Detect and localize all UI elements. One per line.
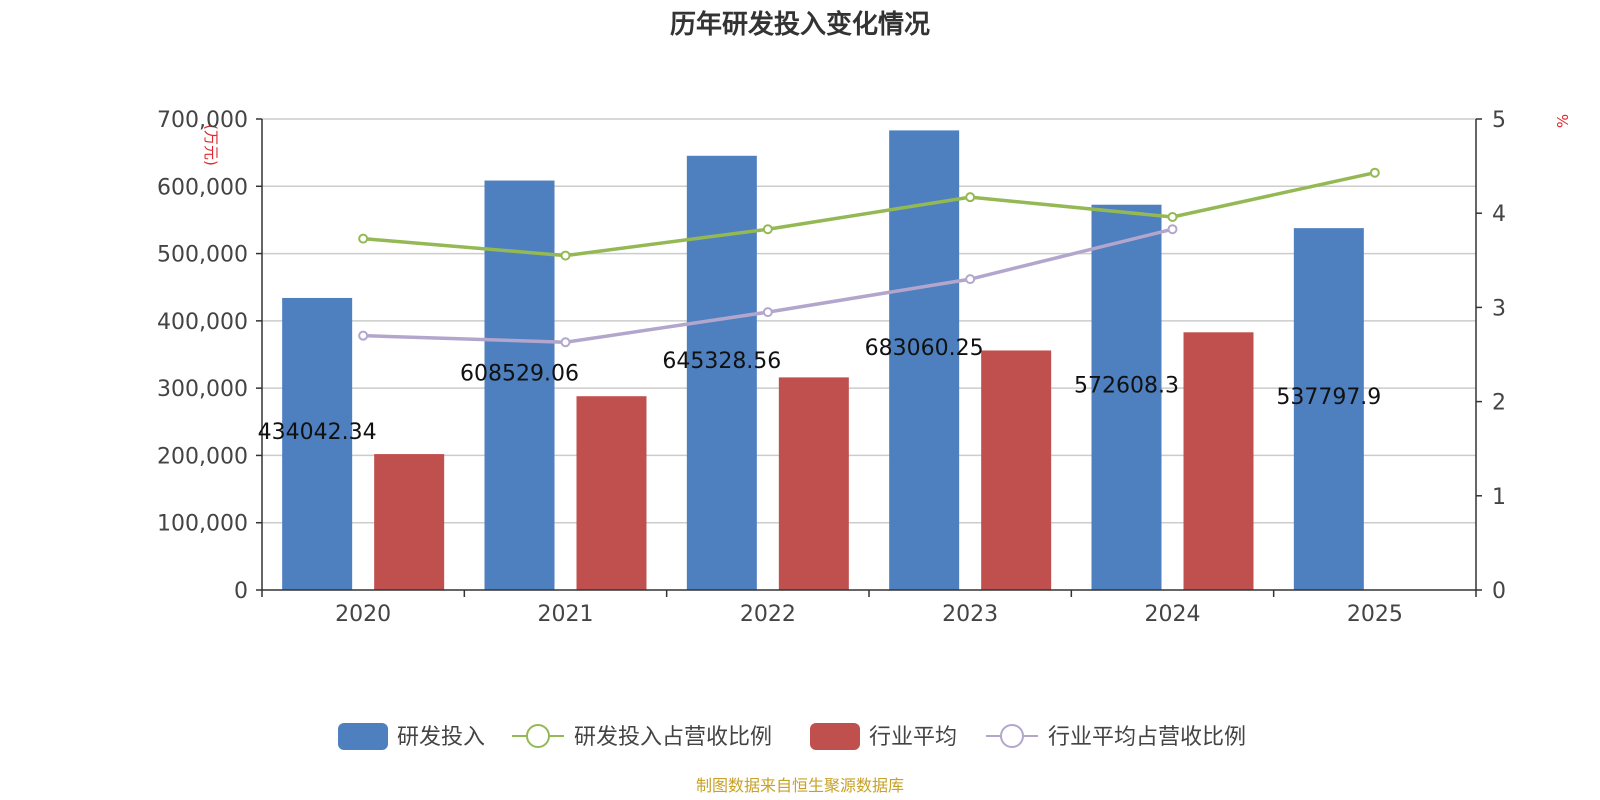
right-axis-tick-label: 4 <box>1492 202 1506 227</box>
line-point <box>762 307 773 318</box>
legend-label: 研发投入占营收比例 <box>574 725 772 750</box>
bar-rd-investment <box>282 297 353 590</box>
bar-rd-investment <box>1091 204 1162 590</box>
gridlines <box>262 118 1476 524</box>
line-point <box>1167 211 1178 222</box>
data-labels: 434042.34 608529.06 645328.56 683060.25 5726… <box>258 336 1382 445</box>
line-point <box>1369 167 1380 178</box>
bar-industry-average <box>981 350 1052 590</box>
left-axis-tick-label: 0 <box>234 579 248 604</box>
x-axis-tick-label: 2025 <box>1347 602 1403 627</box>
legend-swatch-marker <box>526 724 550 748</box>
legend-swatch-marker <box>1000 724 1024 748</box>
legend-label: 行业平均 <box>869 725 957 750</box>
left-axis-tick-label: 700,000 <box>157 108 248 133</box>
bar-industry-average <box>576 396 647 590</box>
x-axis-tick-label: 2021 <box>538 602 594 627</box>
legend[interactable]: 研发投入 研发投入占营收比例 行业平均 行业平均占营收比例 <box>338 723 1246 750</box>
line-point <box>560 250 571 261</box>
left-axis-tick-label: 400,000 <box>157 310 248 335</box>
line-point <box>358 233 369 244</box>
right-axis-tick-label: 5 <box>1492 108 1506 133</box>
bar-value-label: 645328.56 <box>662 349 781 374</box>
line-point <box>965 274 976 285</box>
bar-rd-investment <box>686 155 757 590</box>
left-axis-tick-label: 500,000 <box>157 243 248 268</box>
legend-label: 行业平均占营收比例 <box>1048 725 1246 750</box>
line-point <box>762 224 773 235</box>
bar-value-label: 683060.25 <box>865 336 984 361</box>
bar-industry-average <box>778 377 849 590</box>
bar-value-label: 608529.06 <box>460 361 579 386</box>
line-point <box>1167 224 1178 235</box>
bar-rd-investment <box>1293 228 1364 590</box>
right-axis-tick-label: 1 <box>1492 485 1506 510</box>
left-axis-unit: (万元) <box>202 124 220 166</box>
x-axis-tick-label: 2023 <box>942 602 998 627</box>
line-series <box>358 167 1380 348</box>
line-point <box>965 192 976 203</box>
right-axis-tick-label: 3 <box>1492 296 1506 321</box>
left-axis-tick-label: 300,000 <box>157 377 248 402</box>
bar-series <box>282 130 1364 591</box>
bar-industry-average <box>374 454 445 590</box>
bar-value-label: 572608.3 <box>1074 373 1179 398</box>
bar-value-label: 434042.34 <box>258 420 377 445</box>
axes: 0 100,000 200,000 300,000 400,000 500,000 600,… <box>157 108 1506 627</box>
right-axis-unit: % <box>1554 114 1572 128</box>
legend-label: 研发投入 <box>397 725 485 750</box>
bar-value-label: 537797.9 <box>1276 385 1381 410</box>
line-rd-ratio <box>363 170 1376 258</box>
source-note: 制图数据来自恒生聚源数据库 <box>696 776 904 795</box>
x-axis-tick-label: 2022 <box>740 602 796 627</box>
left-axis-tick-label: 600,000 <box>157 175 248 200</box>
right-axis-tick-label: 2 <box>1492 391 1506 416</box>
line-point <box>560 337 571 348</box>
bar-industry-average <box>1183 332 1254 590</box>
left-axis-tick-label: 200,000 <box>157 444 248 469</box>
line-point <box>358 330 369 341</box>
legend-swatch <box>338 723 388 750</box>
x-axis-tick-label: 2020 <box>335 602 391 627</box>
left-axis-tick-label: 100,000 <box>157 512 248 537</box>
x-axis-tick-label: 2024 <box>1145 602 1201 627</box>
right-axis-tick-label: 0 <box>1492 579 1506 604</box>
legend-swatch <box>810 723 860 750</box>
chart-title: 历年研发投入变化情况 <box>670 9 930 40</box>
